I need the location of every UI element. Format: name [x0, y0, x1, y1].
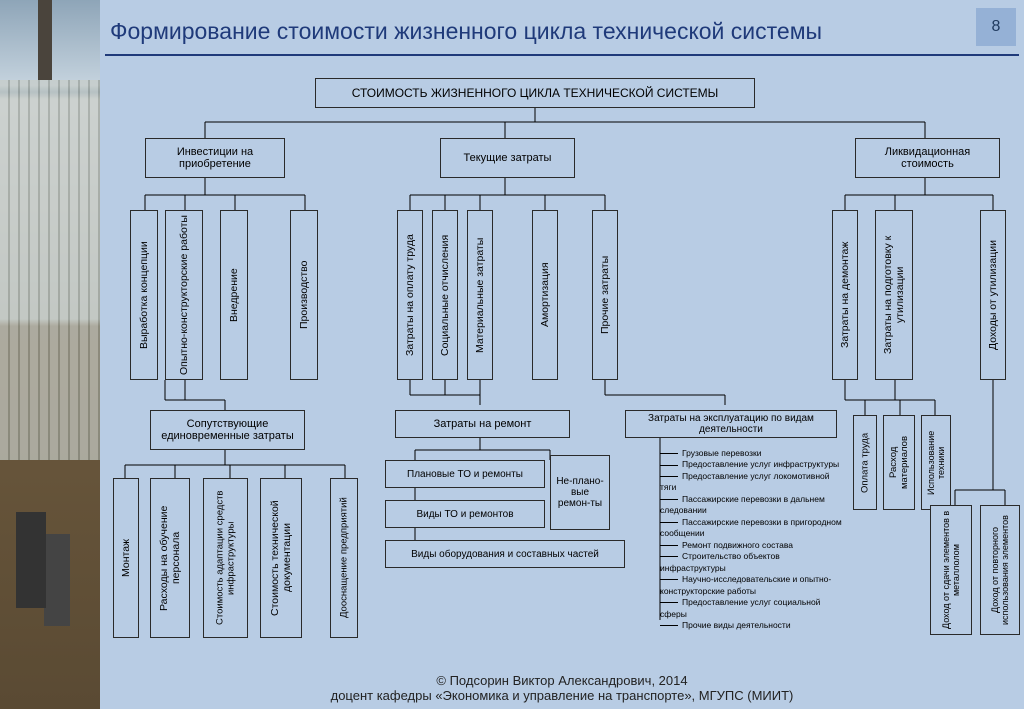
lifecycle-cost-diagram: СТОИМОСТЬ ЖИЗНЕННОГО ЦИКЛА ТЕХНИЧЕСКОЙ С…: [105, 60, 1019, 649]
invest-sub-4: Дооснащение предприятий: [330, 478, 358, 638]
activity-list: Грузовые перевозки Предоставление услуг …: [660, 448, 845, 632]
page-number: 8: [976, 8, 1016, 46]
slide-footer: © Подсорин Виктор Александрович, 2014 до…: [100, 673, 1024, 703]
liq-sub1-0: Оплата труда: [853, 415, 877, 510]
invest-sub-1: Расходы на обучение персонала: [150, 478, 190, 638]
branch-liquidation: Ликвидационная стоимость: [855, 138, 1000, 178]
repair-2: Виды оборудования и составных частей: [385, 540, 625, 568]
liq-item-1: Затраты на подготовку к утилизации: [875, 210, 913, 380]
activity-2: Предоставление услуг локомотивной тяги: [660, 471, 845, 494]
invest-sub-3: Стоимость технической документации: [260, 478, 302, 638]
decorative-photo-sidebar: [0, 0, 100, 709]
activity-7: Научно-исследовательские и опытно-констр…: [660, 574, 845, 597]
branch-current: Текущие затраты: [440, 138, 575, 178]
root-node: СТОИМОСТЬ ЖИЗНЕННОГО ЦИКЛА ТЕХНИЧЕСКОЙ С…: [315, 78, 755, 108]
liq-item-2: Доходы от утилизации: [980, 210, 1006, 380]
invest-item-3: Производство: [290, 210, 318, 380]
invest-sub-2: Стоимость адаптации средств инфраструкту…: [203, 478, 248, 638]
liq-sub1-1: Расход материалов: [883, 415, 915, 510]
repair-node: Затраты на ремонт: [395, 410, 570, 438]
footer-line2: доцент кафедры «Экономика и управление н…: [100, 688, 1024, 703]
invest-sub: Сопутствующие единовременные затраты: [150, 410, 305, 450]
liq-sub2-0: Доход от сдачи элементов в металлолом: [930, 505, 972, 635]
invest-item-2: Внедрение: [220, 210, 248, 380]
activity-4: Пассажирские перевозки в пригородном соо…: [660, 517, 845, 540]
repair-side: Не-плано-вые ремон-ты: [550, 455, 610, 530]
activity-8: Предоставление услуг социальной сферы: [660, 597, 845, 620]
branch-invest: Инвестиции на приобретение: [145, 138, 285, 178]
current-item-4: Прочие затраты: [592, 210, 618, 380]
repair-0: Плановые ТО и ремонты: [385, 460, 545, 488]
current-item-1: Социальные отчисления: [432, 210, 458, 380]
activity-node: Затраты на эксплуатацию по видам деятель…: [625, 410, 837, 438]
activity-5: Ремонт подвижного состава: [660, 540, 845, 551]
current-item-3: Амортизация: [532, 210, 558, 380]
invest-sub-0: Монтаж: [113, 478, 139, 638]
footer-line1: © Подсорин Виктор Александрович, 2014: [100, 673, 1024, 688]
activity-3: Пассажирские перевозки в дальнем следова…: [660, 494, 845, 517]
slide-content: 8 Формирование стоимости жизненного цикл…: [100, 0, 1024, 709]
current-item-2: Материальные затраты: [467, 210, 493, 380]
invest-item-0: Выработка концепции: [130, 210, 158, 380]
activity-6: Строительство объектов инфраструктуры: [660, 551, 845, 574]
activity-1: Предоставление услуг инфраструктуры: [660, 459, 845, 470]
repair-1: Виды ТО и ремонтов: [385, 500, 545, 528]
liq-sub1-2: Использование техники: [921, 415, 951, 510]
title-underline: [105, 54, 1019, 56]
invest-item-1: Опытно-конструкторские работы: [165, 210, 203, 380]
liq-item-0: Затраты на демонтаж: [832, 210, 858, 380]
current-item-0: Затраты на оплату труда: [397, 210, 423, 380]
activity-9: Прочие виды деятельности: [660, 620, 845, 631]
liq-sub2-1: Доход от повторного использования элемен…: [980, 505, 1020, 635]
activity-0: Грузовые перевозки: [660, 448, 845, 459]
page-title: Формирование стоимости жизненного цикла …: [110, 18, 964, 45]
